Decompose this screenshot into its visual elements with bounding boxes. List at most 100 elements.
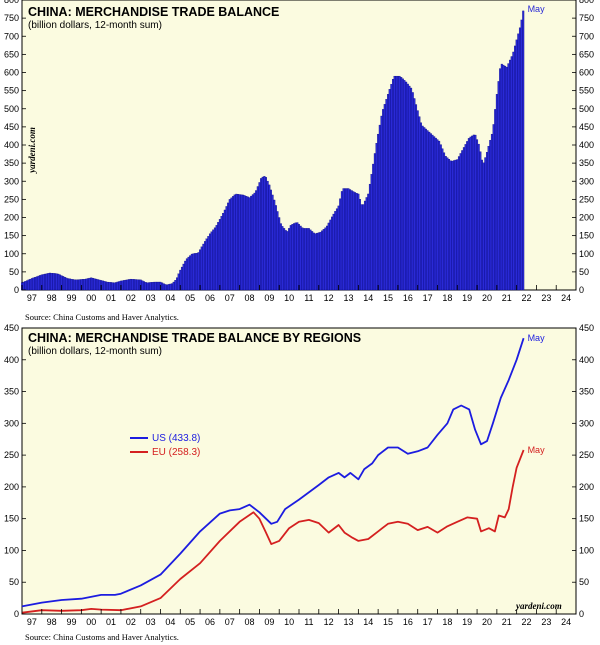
chart-1-bar [176, 277, 178, 291]
chart-1-bar [507, 63, 510, 291]
chart-1-bar [355, 193, 358, 291]
chart-1-bar [406, 83, 409, 291]
chart-1-bar [103, 281, 106, 291]
chart-1-bar [408, 85, 411, 291]
chart-2-xtick-label: 01 [106, 617, 116, 627]
chart-1-bar [222, 213, 225, 291]
chart-2-subtitle: (billion dollars, 12-month sum) [28, 346, 162, 357]
chart-1-xtick-label: 20 [482, 293, 492, 303]
chart-1-bar [65, 277, 68, 291]
chart-1-bar [482, 162, 485, 291]
chart-1-bar [151, 282, 154, 291]
chart-1-bar [82, 279, 84, 291]
chart-1-bar [410, 87, 413, 291]
chart-1-bar [172, 281, 175, 291]
chart-1-bar [237, 194, 239, 291]
chart-1-bar [123, 280, 126, 291]
chart-1-bar [517, 33, 520, 291]
chart-1-bar [27, 279, 30, 291]
chart-1-bar [207, 236, 210, 291]
chart-1-ytick-label-right: 600 [579, 68, 594, 78]
chart-1-bar [309, 229, 312, 291]
chart-1-bar [388, 89, 391, 291]
chart-1-bar [326, 225, 329, 291]
chart-1-xtick-label: 98 [47, 293, 57, 303]
chart-1-bar [471, 135, 474, 291]
chart-2-ytick-label-left: 0 [14, 609, 19, 619]
chart-1-bar [167, 284, 170, 291]
chart-1-bar [223, 209, 226, 291]
chart-2-xtick-label: 06 [205, 617, 215, 627]
chart-1-bar [362, 204, 365, 291]
chart-1-ytick-label-left: 600 [4, 68, 19, 78]
chart-1-xtick-label: 18 [442, 293, 452, 303]
chart-1-bar [278, 217, 281, 291]
chart-1-bar [190, 253, 193, 291]
chart-1-bar [143, 281, 145, 291]
chart-1-bar [30, 278, 33, 291]
chart-1-end-label: May [528, 4, 546, 14]
chart-1-bar [289, 225, 292, 291]
chart-1-xtick-label: 16 [403, 293, 413, 303]
chart-1-bar [316, 232, 319, 291]
chart-1-bar [68, 278, 71, 291]
chart-2-ytick-label-left: 300 [4, 418, 19, 428]
chart-1-xtick-label: 08 [245, 293, 255, 303]
chart-2-xtick-label: 12 [324, 617, 334, 627]
chart-1-bar [335, 208, 338, 291]
chart-2-xtick-label: 07 [225, 617, 235, 627]
chart-1-bar [342, 188, 345, 291]
chart-1-bar [291, 224, 294, 291]
chart-1-bar [233, 194, 236, 291]
chart-2-xtick-label: 23 [541, 617, 551, 627]
chart-1-bar [164, 284, 167, 291]
chart-1-bar [441, 148, 444, 291]
chart-1-bar [426, 130, 429, 291]
chart-1-bar [387, 94, 390, 291]
chart-1-bar [474, 134, 477, 291]
chart-1-bar [91, 277, 94, 291]
chart-1-bar [83, 279, 86, 291]
chart-1-bar [161, 282, 164, 291]
chart-1-xtick-label: 09 [264, 293, 274, 303]
chart-1-bar [321, 230, 324, 291]
chart-1-ytick-label-right: 750 [579, 13, 594, 23]
chart-1-bar [448, 159, 451, 291]
legend-us-label: US (433.8) [152, 433, 200, 444]
chart-1-bar [340, 191, 343, 291]
chart-2-eu-end-label: May [528, 445, 546, 455]
chart-1-bar [37, 275, 40, 291]
chart-1-bar [106, 281, 109, 291]
chart-1-bar [133, 279, 136, 291]
chart-2-ytick-label-right: 0 [579, 609, 584, 619]
chart-1-bar [276, 211, 279, 291]
chart-1-bar [385, 99, 388, 291]
chart-1-bar [96, 279, 99, 291]
chart-2-ytick-label-right: 50 [579, 577, 589, 587]
chart-2-xtick-label: 21 [502, 617, 512, 627]
chart-1-bar [502, 64, 505, 291]
chart-1-bar [509, 59, 512, 291]
chart-1-bar [261, 176, 264, 291]
chart-2-xtick-label: 08 [245, 617, 255, 627]
chart-1-bar [515, 39, 518, 291]
chart-1-title: CHINA: MERCHANDISE TRADE BALANCE [28, 5, 279, 19]
chart-2-legend: US (433.8) EU (258.3) [130, 433, 200, 458]
chart-1-bar [481, 159, 483, 291]
chart-1-bar [22, 281, 25, 291]
chart-2-ytick-label-right: 250 [579, 450, 594, 460]
chart-1-bar [95, 278, 98, 291]
chart-1-bar [58, 274, 61, 291]
chart-1-bars [21, 10, 525, 291]
chart-1-xtick-label: 10 [284, 293, 294, 303]
chart-1-bar [485, 152, 488, 291]
chart-1-bar [57, 273, 60, 291]
chart-1-bar [307, 228, 310, 291]
chart-1-bar [464, 144, 467, 291]
chart-1-xtick-label: 97 [27, 293, 37, 303]
chart-2-xtick-label: 98 [47, 617, 57, 627]
chart-1-ytick-label-right: 450 [579, 122, 594, 132]
chart-1-bar [306, 228, 309, 291]
chart-1-bar [283, 228, 286, 291]
chart-1-bar [457, 156, 460, 291]
